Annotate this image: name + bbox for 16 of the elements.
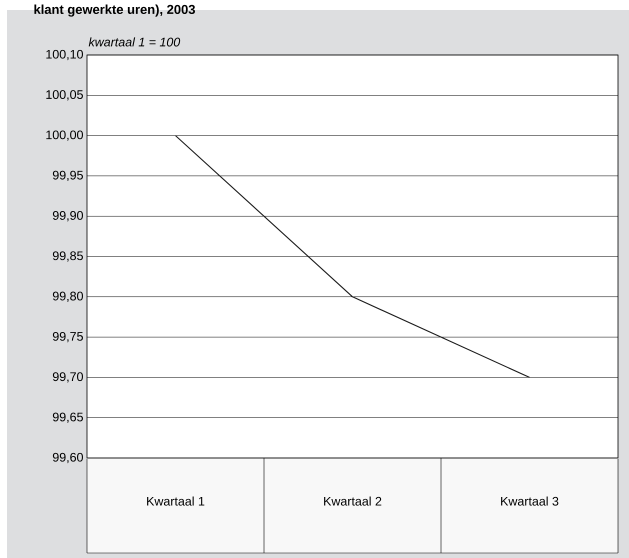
y-tick-label: 100,10 [46,50,83,60]
y-tick-label: 99,65 [52,412,83,423]
y-tick-label: 100,05 [46,90,83,100]
y-tick-label: 100,00 [46,130,83,141]
chart-title: klant gewerkte uren), 2003 [34,4,195,17]
y-tick-label: 99,70 [52,372,83,383]
y-tick-label: 99,95 [52,170,83,182]
y-tick-label: 99,85 [52,251,83,262]
x-tick-label: Kwartaal 2 [324,496,382,506]
chart-subtitle: kwartaal 1 = 100 [88,37,180,46]
y-tick-label: 99,80 [52,292,83,302]
x-tick-label: Kwartaal 1 [147,496,204,506]
x-tick-label: Kwartaal 3 [501,496,558,506]
y-tick-label: 99,60 [52,452,83,464]
y-tick-label: 99,90 [52,211,83,222]
y-tick-label: 99,75 [52,332,83,342]
